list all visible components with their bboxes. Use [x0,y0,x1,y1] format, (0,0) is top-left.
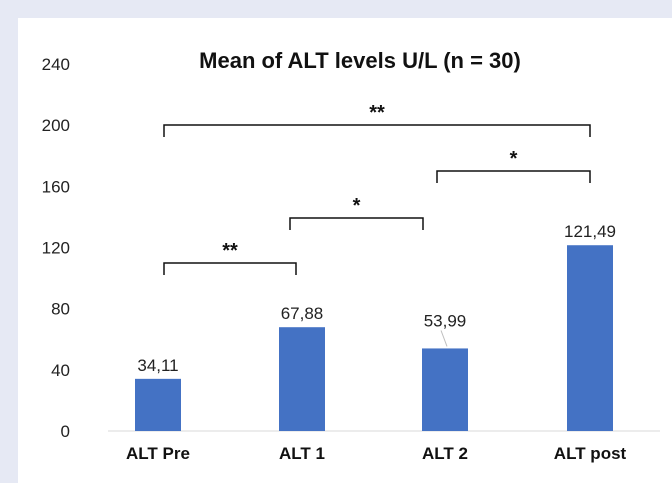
data-label-leader-line [440,330,448,347]
data-label: 67,88 [281,304,324,323]
category-label: ALT Pre [126,444,190,463]
significance-bracket [436,170,591,183]
chart-panel [18,18,672,483]
y-tick-label: 240 [42,55,70,74]
category-label: ALT 2 [422,444,468,463]
y-tick-label: 120 [42,239,70,258]
significance-marker: * [510,148,518,170]
significance-bracket [163,124,591,137]
bar-alt-post [567,245,613,431]
bar-alt-2 [422,348,468,431]
bars [135,245,613,431]
data-label: 53,99 [424,311,467,330]
data-label: 34,11 [137,356,178,375]
significance-marker: ** [369,102,385,124]
y-axis-ticks: 0 40 80 120 160 200 240 [42,55,70,441]
y-tick-label: 160 [42,177,70,196]
significance-brackets: ****** [163,102,591,275]
chart-title: Mean of ALT levels U/L (n = 30) [199,48,521,73]
significance-marker: ** [222,240,238,262]
significance-bracket [289,217,424,230]
significance-bracket [163,262,297,275]
y-tick-label: 0 [61,422,70,441]
category-label: ALT post [554,444,627,463]
significance-marker: * [353,195,361,217]
bar-alt-1 [279,327,325,431]
y-tick-label: 40 [51,361,70,380]
category-label: ALT 1 [279,444,325,463]
data-label: 121,49 [564,222,616,241]
y-tick-label: 80 [51,300,70,319]
bar-alt-pre [135,378,181,431]
category-labels: ALT Pre ALT 1 ALT 2 ALT post [126,444,626,463]
data-labels: 34,11 67,88 53,99 121,49 [137,222,616,375]
y-tick-label: 200 [42,116,70,135]
